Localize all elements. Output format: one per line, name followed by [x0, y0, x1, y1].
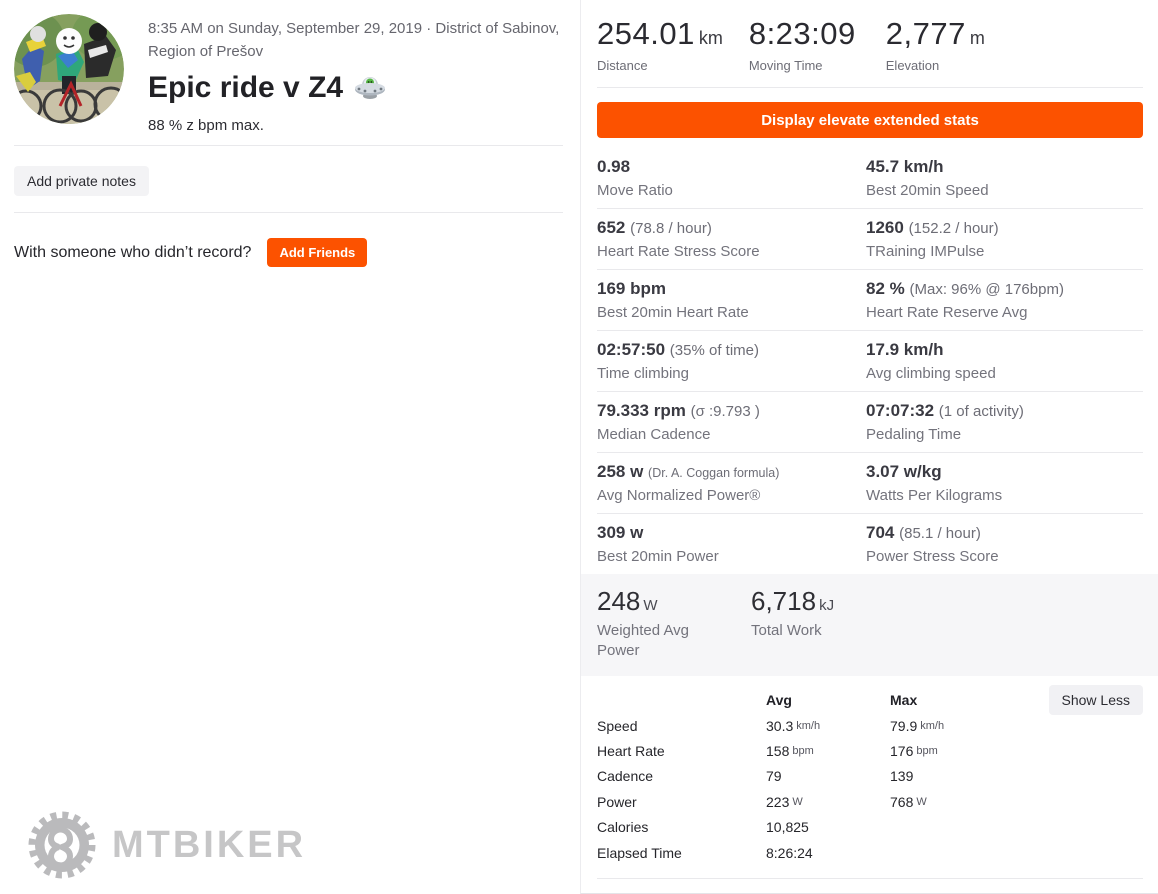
- avg-max-table-section: Show Less Avg Max Speed 30.3 km/h 79.9 km/…: [581, 676, 1158, 866]
- gear-logo-icon: [28, 811, 96, 879]
- activity-description: 88 % z bpm max.: [148, 116, 264, 134]
- power-max: 768 W: [890, 793, 927, 810]
- distance-label: Distance: [597, 58, 648, 73]
- divider: [597, 878, 1143, 880]
- primary-stats: 254.01 km Distance 8:23:09 Moving Time 2,…: [597, 0, 1143, 88]
- stat-elevation: 2,777 m Elevation: [886, 16, 985, 73]
- distance-value: 254.01: [597, 16, 695, 51]
- cadence-avg: 79: [766, 768, 782, 785]
- row-label-calories: Calories: [597, 819, 649, 836]
- avatar[interactable]: [14, 14, 124, 124]
- gear-footer: Garmin Edge 705 Bike: Merida Road ride 9…: [581, 879, 1158, 894]
- ufo-emoji-icon: [353, 73, 387, 103]
- display-elevate-extended-stats-button[interactable]: Display elevate extended stats: [597, 102, 1143, 138]
- calories-avg: 10,825: [766, 819, 809, 836]
- table-corner: [597, 688, 766, 713]
- stat-weighted-avg-power: 248 W Weighted Avg Power: [597, 586, 690, 660]
- add-friends-button[interactable]: Add Friends: [267, 238, 368, 267]
- stat-best-20min-speed: 45.7 km/h Best 20min Speed: [866, 148, 1143, 209]
- watermark-text: MTBIKER: [112, 823, 307, 866]
- stat-avg-climbing-speed: 17.9 km/h Avg climbing speed: [866, 331, 1143, 392]
- activity-meta: 8:35 AM on Sunday, September 29, 2019 · …: [148, 14, 563, 134]
- stat-pedaling-time: 07:07:32 (1 of activity) Pedaling Time: [866, 392, 1143, 453]
- stat-median-cadence: 79.333 rpm (σ :9.793 ) Median Cadence: [597, 392, 866, 453]
- heart-rate-avg: 158 bpm: [766, 742, 814, 759]
- elevation-unit: m: [969, 28, 985, 48]
- divider: [14, 145, 563, 146]
- stat-avg-normalized-power: 258 w (Dr. A. Coggan formula) Avg Normal…: [597, 453, 866, 514]
- add-private-notes-button[interactable]: Add private notes: [14, 166, 149, 196]
- power-summary-box: 248 W Weighted Avg Power 6,718 kJ Total Wo…: [581, 574, 1158, 676]
- moving-time-value: 8:23:09: [748, 16, 856, 51]
- avg-max-table: Avg Max Speed 30.3 km/h 79.9 km/h Heart Ra…: [597, 688, 1143, 866]
- activity-date-location: 8:35 AM on Sunday, September 29, 2019 · …: [148, 20, 560, 61]
- stat-watts-per-kilograms: 3.07 w/kg Watts Per Kilograms: [866, 453, 1143, 514]
- stat-best-20min-power: 309 w Best 20min Power: [597, 523, 719, 565]
- row-label-power: Power: [597, 793, 637, 810]
- mtbiker-watermark: MTBIKER: [26, 808, 306, 882]
- avatar-photo: [14, 14, 124, 124]
- elevation-value: 2,777: [885, 16, 966, 51]
- elevation-label: Elevation: [885, 58, 940, 73]
- elapsed-time-avg: 8:26:24: [766, 844, 813, 861]
- stat-moving-time: 8:23:09 Moving Time: [749, 16, 860, 73]
- col-header-avg: Avg: [766, 692, 792, 709]
- col-header-max: Max: [890, 692, 918, 709]
- activity-summary-panel: 8:35 AM on Sunday, September 29, 2019 · …: [14, 14, 566, 882]
- moving-time-label: Moving Time: [748, 58, 823, 73]
- stat-total-work: 6,718 kJ Total Work: [751, 586, 835, 639]
- show-less-button[interactable]: Show Less: [1048, 684, 1143, 715]
- divider: [14, 212, 563, 213]
- stats-panel: 254.01 km Distance 8:23:09 Moving Time 2,…: [580, 0, 1158, 894]
- row-label-heart-rate: Heart Rate: [597, 742, 665, 759]
- stat-move-ratio: 0.98 Move Ratio: [597, 148, 866, 209]
- distance-unit: km: [698, 28, 723, 48]
- speed-avg: 30.3 km/h: [766, 717, 821, 734]
- activity-title-text: Epic ride v Z4: [148, 70, 344, 104]
- stat-heart-rate-reserve-avg: 82 % (Max: 96% @ 176bpm) Heart Rate Rese…: [866, 270, 1143, 331]
- stat-training-impulse: 1260 (152.2 / hour) TRaining IMPulse: [866, 209, 1143, 270]
- cadence-max: 139: [890, 768, 914, 785]
- add-friends-row: With someone who didn’t record? Add Frie…: [14, 238, 368, 267]
- activity-header: 8:35 AM on Sunday, September 29, 2019 · …: [14, 14, 566, 134]
- stat-heart-rate-stress-score: 652 (78.8 / hour) Heart Rate Stress Scor…: [597, 209, 866, 270]
- stat-best-20min-heart-rate: 169 bpm Best 20min Heart Rate: [597, 270, 866, 331]
- stat-time-climbing: 02:57:50 (35% of time) Time climbing: [597, 331, 866, 392]
- stat-distance: 254.01 km Distance: [597, 16, 723, 73]
- heart-rate-max: 176 bpm: [890, 742, 938, 759]
- stat-power-stress-score: 704 (85.1 / hour) Power Stress Score: [866, 523, 999, 565]
- speed-max: 79.9 km/h: [890, 717, 945, 734]
- power-avg: 223 W: [766, 793, 803, 810]
- friends-prompt: With someone who didn’t record?: [14, 243, 252, 261]
- elapsed-time-max: [890, 840, 1143, 865]
- activity-title: Epic ride v Z4: [148, 71, 563, 105]
- row-label-elapsed-time: Elapsed Time: [597, 844, 682, 861]
- calories-max: [890, 814, 1143, 839]
- extended-stats-grid: 0.98 Move Ratio 45.7 km/h Best 20min Spe…: [597, 148, 1143, 574]
- row-label-cadence: Cadence: [597, 768, 654, 785]
- row-label-speed: Speed: [597, 717, 638, 734]
